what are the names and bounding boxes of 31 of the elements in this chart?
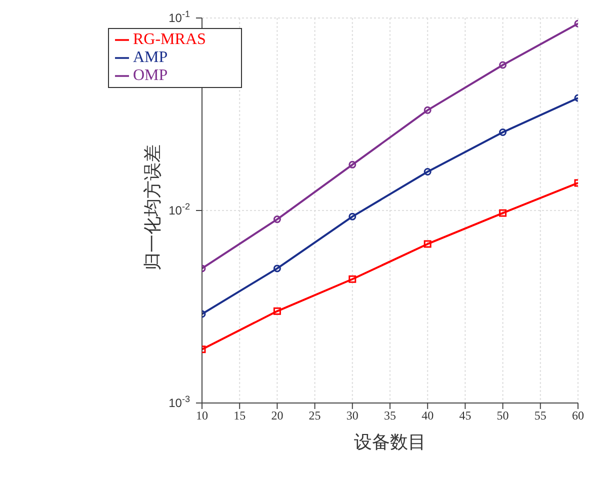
point: [499, 209, 507, 217]
point: [424, 240, 432, 248]
legend-label: AMP: [133, 49, 168, 66]
y-tick-label: 10$^{-2}$: [168, 202, 190, 218]
legend-label: RG-MRAS: [133, 31, 206, 48]
x-tick-label: 40: [422, 408, 434, 423]
x-tick-label: 10: [196, 408, 208, 423]
x-tick-label: 25: [308, 408, 321, 423]
point: [499, 128, 507, 136]
x-tick-label: 50: [496, 408, 509, 423]
x-tick-label: 55: [534, 408, 546, 423]
point: [348, 212, 356, 220]
x-axis-title: 设备数目: [354, 432, 426, 452]
point: [348, 160, 356, 168]
point: [273, 307, 281, 315]
x-tick-label: 60: [572, 408, 584, 423]
x-tick-label: 45: [459, 408, 472, 423]
legend-label: OMP: [133, 67, 168, 84]
point: [499, 61, 507, 69]
y-axis-title: 归一化均方误差: [142, 144, 162, 270]
y-tick-label: 10$^{-3}$: [168, 394, 190, 410]
x-tick-label: 35: [384, 408, 396, 423]
point: [424, 106, 432, 114]
x-tick-label: 30: [346, 408, 358, 423]
x-tick-label: 15: [234, 408, 246, 423]
point: [273, 264, 281, 272]
point: [348, 275, 356, 283]
point: [424, 168, 432, 176]
point: [273, 216, 281, 224]
x-tick-label: 20: [271, 408, 284, 423]
y-tick-label: 10$^{-1}$: [168, 9, 190, 25]
